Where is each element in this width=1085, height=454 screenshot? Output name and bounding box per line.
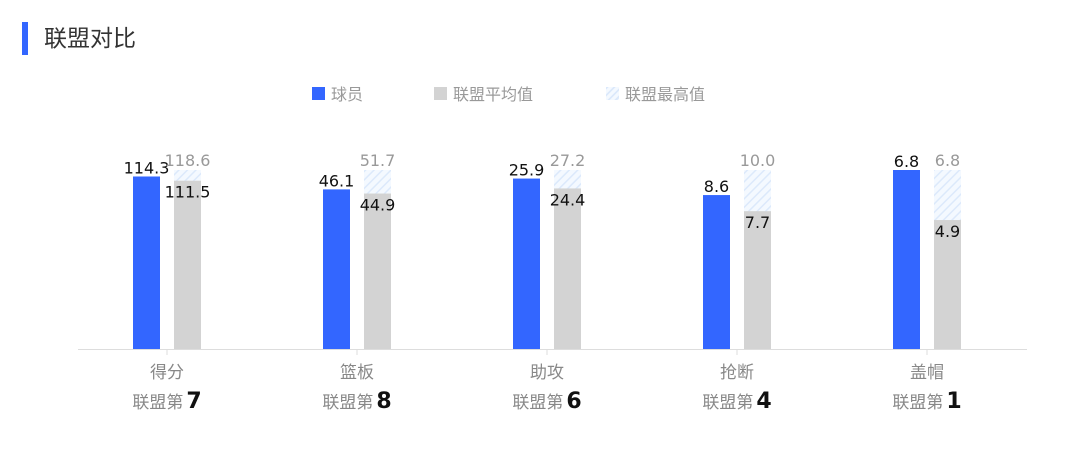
legend-avg[interactable]: 联盟平均值 [434,82,533,104]
label-league-max-value: 27.2 [550,151,586,170]
label-league-max-value: 51.7 [360,151,396,170]
label-league-avg-value: 24.4 [550,190,586,209]
label-player-value: 6.8 [894,152,919,171]
label-league-max-value: 6.8 [935,151,960,170]
bar-league-avg [554,188,581,349]
label-league-avg-value: 4.9 [935,222,960,241]
legend-player-label: 球员 [331,85,364,104]
legend-player[interactable]: 球员 [312,82,363,104]
legend-player-swatch [312,86,325,100]
bar-league-avg [744,211,771,349]
bar-player [893,170,920,349]
label-league-avg-value: 44.9 [360,196,396,215]
rank-prefix: 联盟第 [702,393,754,413]
category-label: 得分 [150,363,184,383]
category-label: 助攻 [530,363,564,383]
label-player-value: 114.3 [124,158,170,177]
legend-max[interactable]: 联盟最高值 [606,82,705,104]
rank-number: 1 [946,389,962,414]
category-label: 篮板 [340,363,374,383]
rank-label-0: 联盟第 7 [72,387,262,418]
rank-prefix: 联盟第 [132,393,184,413]
rank-number: 6 [566,389,582,414]
legend-avg-swatch [434,86,447,100]
bar-player [703,195,730,349]
rank-label-3: 联盟第 4 [642,387,832,418]
label-player-value: 8.6 [704,177,729,196]
bar-player [133,176,160,349]
legend-max-swatch [606,86,619,100]
bar-league-avg [174,180,201,349]
rank-label-2: 联盟第 6 [452,387,642,418]
rank-prefix: 联盟第 [512,393,564,413]
rank-number: 4 [756,389,772,414]
rank-prefix: 联盟第 [322,393,374,413]
legend-max-label: 联盟最高值 [625,85,706,104]
legend-avg-label: 联盟平均值 [453,85,534,104]
category-label: 盖帽 [910,363,944,383]
rank-prefix: 联盟第 [892,393,944,413]
rank-number: 7 [186,389,202,414]
rank-number: 8 [376,389,392,414]
label-player-value: 46.1 [319,171,355,190]
bar-player [323,189,350,349]
label-player-value: 25.9 [509,161,545,180]
section-title: 联盟对比 [44,26,136,52]
label-league-avg-value: 7.7 [745,213,770,232]
rank-label-1: 联盟第 8 [262,387,452,418]
label-league-max-value: 118.6 [165,151,211,170]
rank-label-4: 联盟第 1 [832,387,1022,418]
label-league-max-value: 10.0 [740,151,776,170]
bar-league-avg [364,193,391,349]
bar-player [513,178,540,349]
label-league-avg-value: 111.5 [165,183,211,202]
category-label: 抢断 [720,363,754,383]
bar-league-avg [934,220,961,349]
title-accent-bar [22,22,28,55]
